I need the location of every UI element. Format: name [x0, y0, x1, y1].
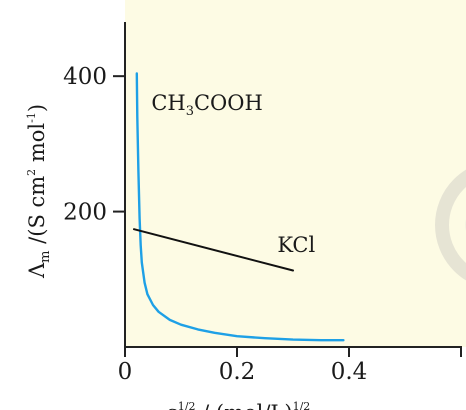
series-line-ch3cooh: [135, 72, 345, 342]
annotation-kcl: KCl: [277, 233, 315, 257]
series-line-kcl: [133, 228, 294, 272]
x-tick-label: 0.4: [331, 359, 368, 385]
x-ticks: 0 0.2 0.4: [118, 347, 462, 385]
x-axis-title: c1/2 / (mol/L)1/2: [166, 400, 310, 410]
series-layer: [133, 72, 345, 342]
x-tick-label: 0.2: [219, 359, 256, 385]
plot-background: [125, 0, 466, 347]
x-tick-label: 0: [118, 359, 133, 385]
y-tick-label: 400: [63, 64, 107, 90]
annotation-ch3cooh: CH3COOH: [151, 91, 263, 119]
y-axis-title: Λm /(S cm2 mol-1): [25, 104, 53, 279]
watermark-ring: [435, 169, 466, 281]
y-tick-label: 200: [63, 200, 107, 226]
y-ticks: 200 400: [63, 64, 125, 226]
